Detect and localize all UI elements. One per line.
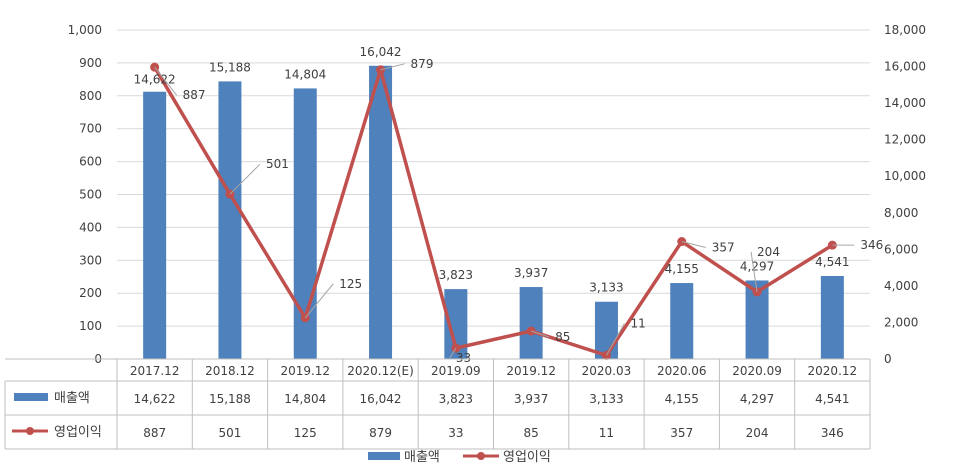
leader-line: [449, 347, 457, 359]
table-cell: 11: [599, 426, 614, 440]
right-axis-tick: 10,000: [884, 169, 926, 183]
left-axis-tick: 300: [79, 253, 102, 267]
left-axis-tick: 700: [79, 122, 102, 136]
left-axis-tick: 500: [79, 188, 102, 202]
right-axis-tick: 18,000: [884, 23, 926, 37]
table-cell: 357: [670, 426, 693, 440]
table-cell: 4,541: [815, 392, 849, 406]
table-cell: 346: [821, 426, 844, 440]
table-cell: 4,155: [665, 392, 699, 406]
leader-line: [681, 241, 706, 249]
bar: [594, 301, 618, 359]
x-axis-category: 2020.12(E): [347, 364, 414, 378]
bar: [745, 280, 769, 359]
right-axis-tick: 2,000: [884, 315, 918, 329]
bar: [369, 65, 393, 359]
table-row-header: 매출액: [54, 391, 90, 406]
x-axis-category: 2017.12: [130, 364, 180, 378]
left-axis-tick: 100: [79, 319, 102, 333]
table-cell: 204: [746, 426, 769, 440]
leader-line: [380, 63, 405, 71]
table-cell: 14,622: [134, 392, 176, 406]
x-axis-category: 2019.09: [431, 364, 481, 378]
right-axis-tick: 12,000: [884, 133, 926, 147]
left-axis-tick: 200: [79, 286, 102, 300]
leader-line: [154, 66, 178, 96]
x-axis-category: 2019.12: [280, 364, 330, 378]
bar: [218, 81, 242, 360]
legend-entry: 영업이익: [503, 450, 551, 465]
left-axis-tick: 600: [79, 155, 102, 169]
bar: [444, 289, 468, 359]
table-cell: 3,823: [439, 392, 473, 406]
bar-data-label: 3,133: [589, 281, 623, 295]
line-data-label: 85: [555, 330, 570, 344]
right-axis-tick: 16,000: [884, 60, 926, 74]
line-data-label: 879: [411, 57, 434, 71]
right-axis-tick: 6,000: [884, 242, 918, 256]
table-cell: 4,297: [740, 392, 774, 406]
line-data-label: 357: [712, 241, 735, 255]
left-axis-tick: 1,000: [68, 23, 102, 37]
line-series: [153, 66, 834, 358]
table-cell: 501: [218, 426, 241, 440]
table-cell: 887: [143, 426, 166, 440]
x-axis-category: 2020.12: [808, 364, 858, 378]
bar-data-label: 16,042: [360, 45, 402, 59]
leader-line: [304, 283, 334, 319]
bar: [143, 91, 167, 359]
table-cell: 33: [448, 426, 463, 440]
table-cell: 3,937: [514, 392, 548, 406]
table-cell: 15,188: [209, 392, 251, 406]
x-axis-category: 2019.12: [506, 364, 556, 378]
table-cell: 3,133: [589, 392, 623, 406]
bar-data-label: 4,155: [665, 262, 699, 276]
x-axis-category: 2018.12: [205, 364, 255, 378]
table-row-header: 영업이익: [54, 425, 102, 440]
bar: [670, 283, 694, 359]
line-data-label: 11: [630, 316, 645, 330]
table-cell: 16,042: [360, 392, 402, 406]
right-axis-tick: 4,000: [884, 279, 918, 293]
legend-key-marker: [26, 427, 34, 435]
line-data-label: 887: [183, 88, 206, 102]
table-cell: 14,804: [284, 392, 326, 406]
x-axis-category: 2020.06: [657, 364, 707, 378]
right-axis-tick: 0: [884, 352, 892, 366]
right-axis-tick: 8,000: [884, 206, 918, 220]
leader-line: [229, 163, 261, 195]
line-data-label: 125: [339, 277, 362, 291]
table-cell: 879: [369, 426, 392, 440]
bar: [293, 88, 317, 360]
bar-data-label: 14,804: [284, 67, 326, 81]
legend-key-marker: [477, 452, 485, 460]
x-axis-category: 2020.09: [732, 364, 782, 378]
line-data-label: 346: [860, 238, 883, 252]
left-axis-tick: 800: [79, 89, 102, 103]
line-data-label: 501: [266, 157, 289, 171]
x-axis-category: 2020.03: [582, 364, 632, 378]
table-cell: 85: [524, 426, 539, 440]
right-axis-tick: 14,000: [884, 96, 926, 110]
table-cell: 125: [294, 426, 317, 440]
leader-line: [530, 330, 550, 338]
bar-data-label: 3,823: [439, 268, 473, 282]
legend-key-bar: [368, 452, 400, 460]
bar-data-label: 14,622: [134, 73, 176, 87]
leader-line: [606, 323, 625, 356]
line-data-label: 33: [456, 351, 471, 365]
legend-entry: 매출액: [404, 450, 440, 465]
bar: [820, 276, 844, 359]
left-axis-tick: 400: [79, 220, 102, 234]
legend-key-bar: [14, 393, 48, 401]
leader-line: [750, 251, 758, 292]
bar-data-label: 4,297: [740, 259, 774, 273]
bar-data-label: 4,541: [815, 255, 849, 269]
line-data-label: 204: [757, 245, 780, 259]
bar-data-label: 15,188: [209, 60, 251, 74]
bar-data-label: 3,937: [514, 266, 548, 280]
bar: [519, 287, 543, 359]
left-axis-tick: 900: [79, 56, 102, 70]
